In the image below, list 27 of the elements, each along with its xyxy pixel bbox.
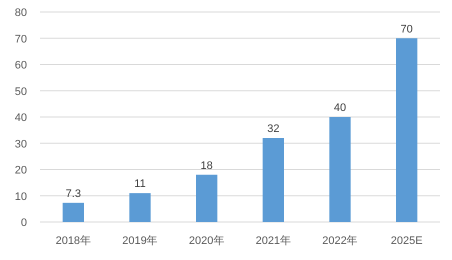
y-tick-label: 30 [14, 138, 27, 150]
y-tick-label: 40 [14, 112, 27, 124]
x-tick-label: 2019年 [122, 235, 158, 247]
y-tick-label: 10 [14, 190, 27, 203]
data-label: 40 [334, 102, 346, 114]
y-tick-label: 70 [14, 33, 27, 46]
x-tick-label: 2025E [390, 235, 423, 247]
data-label: 11 [134, 178, 146, 190]
bar [329, 117, 351, 222]
bar [129, 193, 151, 222]
x-tick-label: 2020年 [188, 235, 224, 247]
y-tick-label: 80 [14, 7, 27, 19]
bar [396, 38, 418, 222]
bar [196, 174, 218, 222]
x-tick-label: 2022年 [322, 235, 358, 247]
data-label: 7.3 [66, 188, 81, 200]
y-tick-label: 20 [14, 164, 27, 176]
bar [62, 202, 84, 222]
x-tick-label: 2021年 [256, 235, 292, 247]
bar [262, 138, 284, 222]
data-label: 18 [200, 160, 213, 172]
y-tick-label: 50 [14, 86, 27, 98]
data-label: 32 [267, 123, 280, 135]
x-tick-label: 2018年 [56, 235, 92, 247]
data-label: 70 [400, 23, 413, 36]
y-tick-label: 0 [20, 217, 27, 229]
y-tick-label: 60 [14, 60, 27, 72]
